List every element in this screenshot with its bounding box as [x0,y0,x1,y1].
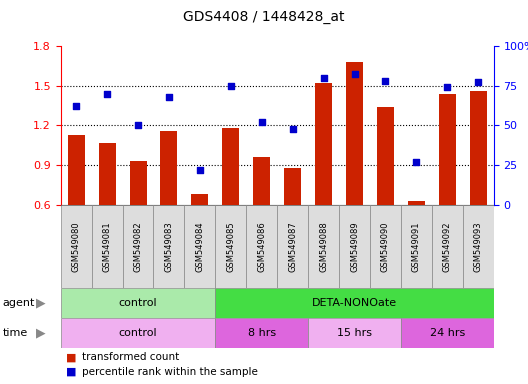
Text: ▶: ▶ [36,296,45,309]
Point [381,78,390,84]
Point [103,91,111,97]
Text: GSM549089: GSM549089 [350,221,359,271]
Text: control: control [119,298,157,308]
Point [288,126,297,132]
FancyBboxPatch shape [432,205,463,288]
Bar [253,157,270,205]
FancyBboxPatch shape [308,205,339,288]
FancyBboxPatch shape [61,288,215,318]
Text: GSM549083: GSM549083 [164,221,174,272]
Bar [191,194,209,205]
Bar [315,83,332,205]
FancyBboxPatch shape [308,318,401,348]
FancyBboxPatch shape [401,318,494,348]
FancyBboxPatch shape [339,205,370,288]
Text: GSM549080: GSM549080 [72,221,81,271]
Text: agent: agent [3,298,35,308]
Point [134,122,142,129]
Bar [408,201,425,205]
FancyBboxPatch shape [184,205,215,288]
Point [258,119,266,125]
Point [443,84,451,90]
Text: GSM549092: GSM549092 [443,221,452,271]
Point [196,167,204,173]
Text: 15 hrs: 15 hrs [337,328,372,338]
Bar [346,62,363,205]
Text: ▶: ▶ [36,326,45,339]
Text: percentile rank within the sample: percentile rank within the sample [82,367,258,377]
Point [350,71,359,78]
Bar [99,142,116,205]
Text: GSM549081: GSM549081 [102,221,111,271]
Text: GSM549087: GSM549087 [288,221,297,272]
Bar [222,128,239,205]
FancyBboxPatch shape [215,205,246,288]
Text: time: time [3,328,28,338]
FancyBboxPatch shape [463,205,494,288]
FancyBboxPatch shape [61,205,92,288]
Text: GSM549084: GSM549084 [195,221,204,271]
FancyBboxPatch shape [92,205,122,288]
Text: control: control [119,328,157,338]
Text: GSM549091: GSM549091 [412,221,421,271]
Bar [68,135,84,205]
FancyBboxPatch shape [215,318,308,348]
Text: GSM549090: GSM549090 [381,221,390,271]
Bar [439,94,456,205]
FancyBboxPatch shape [401,205,432,288]
Bar [284,168,301,205]
Text: GSM549088: GSM549088 [319,221,328,272]
FancyBboxPatch shape [246,205,277,288]
FancyBboxPatch shape [122,205,154,288]
Text: GSM549085: GSM549085 [227,221,235,271]
Text: ■: ■ [66,367,77,377]
Point [227,83,235,89]
Bar [470,91,487,205]
Text: transformed count: transformed count [82,352,179,362]
FancyBboxPatch shape [154,205,184,288]
Text: GDS4408 / 1448428_at: GDS4408 / 1448428_at [183,10,345,23]
Point [474,79,483,85]
Text: ■: ■ [66,352,77,362]
Text: GSM549086: GSM549086 [257,221,266,272]
Text: 24 hrs: 24 hrs [430,328,465,338]
Bar [161,131,177,205]
FancyBboxPatch shape [277,205,308,288]
Point [412,159,421,165]
Text: GSM549093: GSM549093 [474,221,483,271]
Text: 8 hrs: 8 hrs [248,328,276,338]
Bar [377,107,394,205]
Point [165,94,173,100]
FancyBboxPatch shape [370,205,401,288]
Point [72,103,80,109]
Text: DETA-NONOate: DETA-NONOate [312,298,397,308]
FancyBboxPatch shape [215,288,494,318]
FancyBboxPatch shape [61,318,215,348]
Point [319,74,328,81]
Bar [129,161,147,205]
Text: GSM549082: GSM549082 [134,221,143,271]
